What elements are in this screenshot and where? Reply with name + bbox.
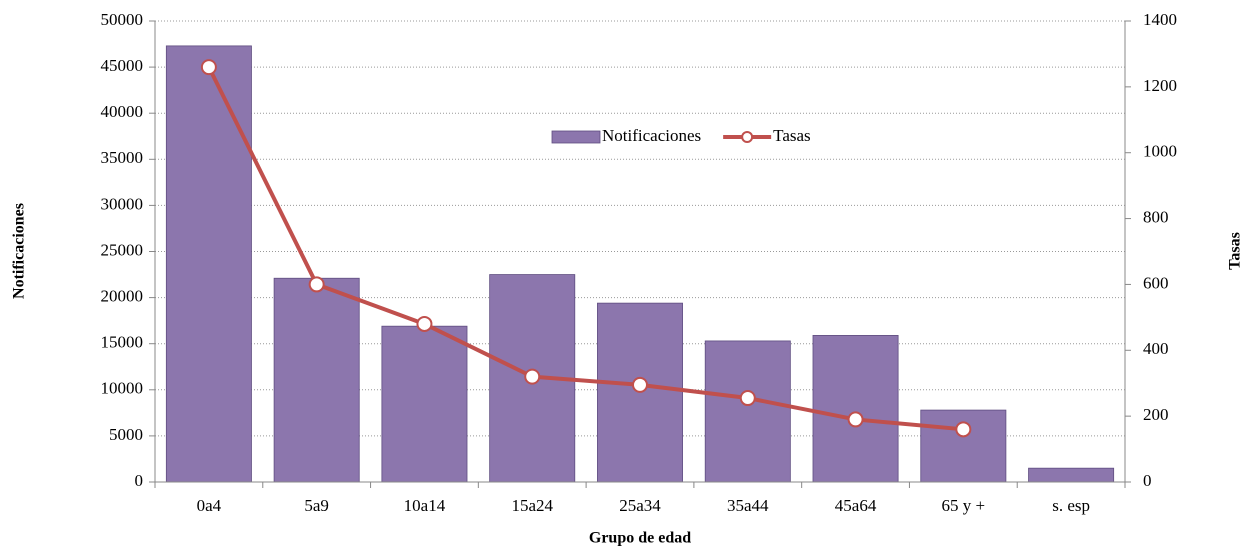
y-tick-label: 30000 <box>101 194 144 213</box>
x-tick-label: 15a24 <box>511 496 553 515</box>
y-tick-label: 10000 <box>101 379 144 398</box>
line-marker <box>847 411 864 428</box>
x-tick-label: 35a44 <box>727 496 769 515</box>
y2-tick-label: 1400 <box>1143 10 1177 29</box>
legend-swatch <box>551 130 601 144</box>
y-axis-title: Notificaciones <box>11 203 28 299</box>
bar <box>1028 467 1115 483</box>
line-marker <box>200 59 217 76</box>
legend-swatch-marker <box>741 131 754 143</box>
y2-tick-label: 200 <box>1143 405 1169 424</box>
line-marker <box>416 315 433 332</box>
y2-tick-label: 400 <box>1143 339 1169 358</box>
bar <box>165 45 252 483</box>
bar <box>381 325 468 483</box>
bar <box>273 277 360 483</box>
line-marker <box>739 390 756 407</box>
y2-axis-title: Tasas <box>1227 232 1244 270</box>
x-tick-label: 25a34 <box>619 496 661 515</box>
y-tick-label: 50000 <box>101 10 144 29</box>
x-tick-label: 45a64 <box>835 496 877 515</box>
bar <box>812 335 899 483</box>
x-tick-label: 5a9 <box>304 496 329 515</box>
y-tick-label: 35000 <box>101 148 144 167</box>
x-tick-label: 10a14 <box>404 496 446 515</box>
y-tick-label: 15000 <box>101 333 144 352</box>
y2-tick-label: 1200 <box>1143 76 1177 95</box>
y2-tick-label: 600 <box>1143 273 1169 292</box>
x-tick-label: s. esp <box>1052 496 1090 515</box>
y-tick-label: 0 <box>135 471 144 490</box>
y2-tick-label: 800 <box>1143 207 1169 226</box>
line <box>207 66 964 432</box>
line-marker <box>308 276 325 293</box>
x-tick-label: 65 y + <box>942 496 986 515</box>
y-tick-label: 40000 <box>101 102 144 121</box>
x-axis-title: Grupo de edad <box>589 530 691 547</box>
legend-label: Notificaciones <box>602 126 701 145</box>
bar <box>704 340 791 483</box>
y-tick-label: 20000 <box>101 287 144 306</box>
y2-tick-label: 0 <box>1143 471 1152 490</box>
line-marker <box>524 368 541 385</box>
legend-label: Tasas <box>773 126 811 145</box>
y-tick-label: 25000 <box>101 240 144 259</box>
y-tick-label: 45000 <box>101 56 144 75</box>
y-tick-label: 5000 <box>109 425 143 444</box>
line-marker <box>955 421 972 438</box>
line-marker <box>632 376 648 393</box>
bar <box>920 409 1007 483</box>
y2-tick-label: 1000 <box>1143 142 1177 161</box>
x-tick-label: 0a4 <box>197 496 222 515</box>
